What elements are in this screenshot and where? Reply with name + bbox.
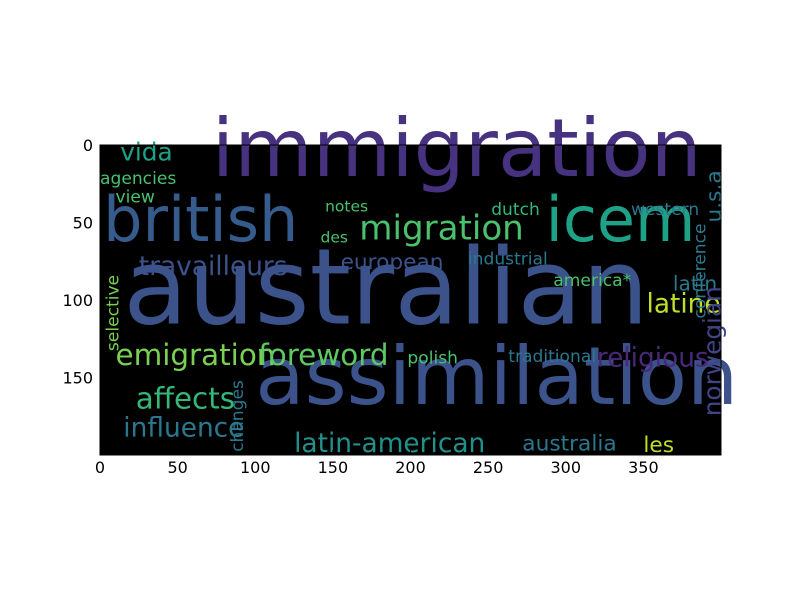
x-tick-label: 150	[318, 458, 349, 477]
x-tick-label: 100	[240, 458, 271, 477]
x-axis: 0 50 100 150 200 250 300 350	[95, 450, 659, 477]
y-tick-label: 150	[62, 369, 93, 388]
y-axis: 0 50 100 150	[62, 136, 105, 388]
word-agencies: agencies	[100, 169, 176, 189]
word-vida: vida	[120, 138, 173, 167]
word-emigration: emigration	[116, 338, 276, 372]
word-latin: latin	[673, 272, 717, 296]
word-western: western	[631, 200, 699, 220]
word-des: des	[321, 229, 348, 247]
x-tick-label: 250	[473, 458, 504, 477]
word-industrial: industrial	[468, 249, 548, 269]
word-u-s-a: u.s.a	[702, 170, 727, 222]
word-travailleurs: travailleurs	[139, 251, 288, 282]
word-influence: influence	[123, 412, 244, 443]
word-affects: affects	[136, 382, 235, 416]
plot-area	[100, 145, 721, 455]
word-conference: conference	[691, 223, 711, 318]
word-icem: icem	[546, 183, 696, 256]
y-tick-label: 100	[62, 291, 93, 310]
word-australia: australia	[522, 431, 616, 456]
word-notes: notes	[325, 198, 368, 216]
x-tick-label: 50	[167, 458, 187, 477]
word-polish: polish	[407, 349, 458, 369]
word-america: america*	[553, 271, 631, 291]
word-selective: selective	[104, 275, 124, 351]
word-latine: latine	[647, 288, 721, 319]
word-migration: migration	[359, 209, 523, 249]
word-australian: australian	[123, 225, 648, 348]
y-tick-label: 50	[73, 214, 93, 233]
word-assimilation: assimilation	[255, 330, 738, 424]
word-traditional: traditional	[508, 347, 596, 367]
word-dutch: dutch	[491, 200, 540, 220]
word-les: les	[643, 433, 674, 458]
word-foreword: foreword	[258, 338, 388, 372]
word-latin-american: latin-american	[294, 428, 485, 459]
word-view: view	[116, 187, 155, 207]
x-tick-label: 300	[550, 458, 581, 477]
word-immigration: immigration	[212, 102, 702, 196]
x-tick-label: 200	[395, 458, 426, 477]
word-norwegian: norwegian	[698, 286, 727, 416]
word-british: british	[103, 183, 298, 256]
word-changes: changes	[228, 380, 248, 452]
word-religious: religious	[597, 343, 709, 374]
x-tick-label: 0	[95, 458, 105, 477]
y-tick-label: 0	[83, 136, 93, 155]
word-european: european	[341, 250, 444, 275]
x-tick-label: 350	[628, 458, 659, 477]
